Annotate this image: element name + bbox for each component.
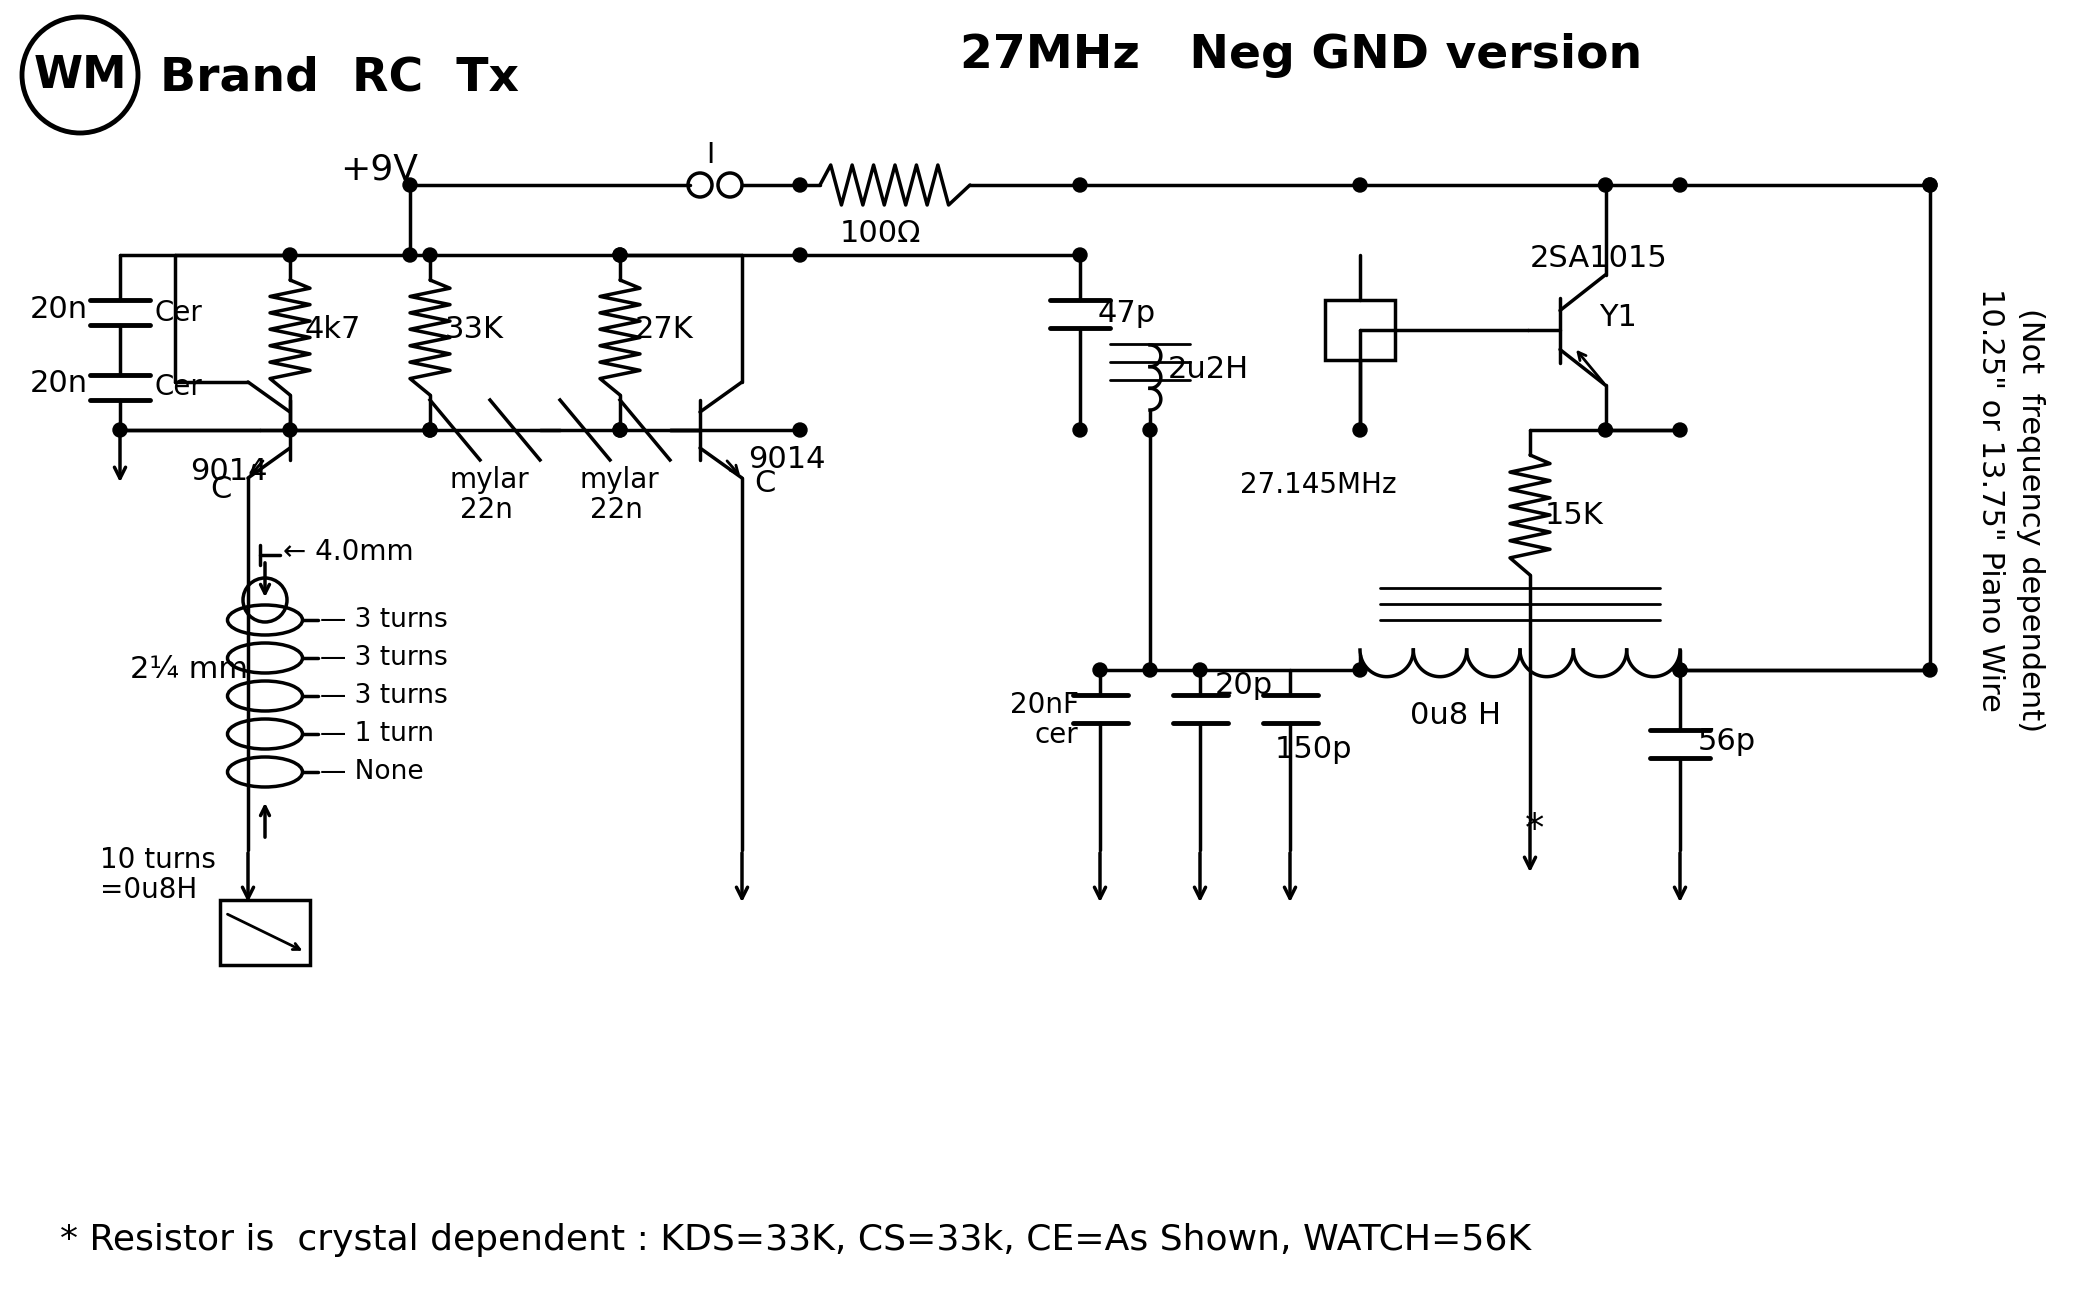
Circle shape	[424, 422, 436, 437]
Text: C: C	[211, 476, 232, 504]
Text: (Not  frequency dependent): (Not frequency dependent)	[2015, 308, 2044, 732]
Bar	[219, 900, 309, 965]
Circle shape	[113, 422, 127, 437]
Circle shape	[1073, 422, 1088, 437]
Text: 0u8 H: 0u8 H	[1409, 701, 1501, 729]
Circle shape	[614, 248, 626, 263]
Text: 2SA1015: 2SA1015	[1531, 244, 1668, 273]
Circle shape	[1672, 422, 1687, 437]
Text: 100Ω: 100Ω	[839, 218, 921, 247]
Circle shape	[284, 248, 296, 263]
Text: C: C	[754, 469, 775, 498]
Text: 2¼ mm: 2¼ mm	[129, 655, 248, 685]
Text: 9014: 9014	[748, 446, 825, 474]
Circle shape	[1092, 663, 1107, 677]
Text: 20n: 20n	[29, 295, 88, 325]
Text: mylar: mylar	[580, 465, 660, 494]
Circle shape	[614, 422, 626, 437]
Text: *: *	[1526, 811, 1545, 849]
Circle shape	[1192, 663, 1207, 677]
Text: 27.145MHz: 27.145MHz	[1240, 471, 1397, 499]
Text: 10 turns: 10 turns	[100, 846, 215, 874]
Circle shape	[1142, 663, 1157, 677]
Circle shape	[1672, 663, 1687, 677]
Text: — None: — None	[319, 759, 424, 785]
Circle shape	[793, 248, 806, 263]
Text: =0u8H: =0u8H	[100, 876, 196, 903]
Circle shape	[614, 248, 626, 263]
Circle shape	[1073, 248, 1088, 263]
Text: 20n: 20n	[29, 368, 88, 398]
Text: — 1 turn: — 1 turn	[319, 722, 434, 748]
Text: 10.25" or 13.75" Piano Wire: 10.25" or 13.75" Piano Wire	[1975, 289, 2004, 712]
Text: * Resistor is  crystal dependent : KDS=33K, CS=33k, CE=As Shown, WATCH=56K: * Resistor is crystal dependent : KDS=33…	[61, 1223, 1531, 1257]
Text: — 3 turns: — 3 turns	[319, 607, 449, 633]
Text: 47p: 47p	[1098, 299, 1157, 328]
Circle shape	[1923, 663, 1938, 677]
Text: 22n: 22n	[591, 497, 643, 524]
Circle shape	[614, 422, 626, 437]
Text: 22n: 22n	[459, 497, 514, 524]
Circle shape	[1672, 178, 1687, 192]
Text: 20nF: 20nF	[1011, 692, 1079, 719]
Text: 2u2H: 2u2H	[1167, 355, 1249, 385]
Circle shape	[424, 248, 436, 263]
Text: +9V: +9V	[340, 153, 418, 187]
Circle shape	[1923, 178, 1938, 192]
Circle shape	[284, 422, 296, 437]
Bar	[1326, 300, 1395, 360]
Circle shape	[1353, 178, 1368, 192]
Text: 15K: 15K	[1545, 500, 1604, 529]
Circle shape	[793, 178, 806, 192]
Text: 27K: 27K	[635, 316, 693, 344]
Circle shape	[1353, 422, 1368, 437]
Text: I: I	[706, 140, 714, 169]
Circle shape	[424, 422, 436, 437]
Text: — 3 turns: — 3 turns	[319, 645, 449, 671]
Text: 33K: 33K	[445, 316, 503, 344]
Text: mylar: mylar	[451, 465, 530, 494]
Circle shape	[1599, 422, 1612, 437]
Text: cer: cer	[1036, 722, 1079, 749]
Circle shape	[1353, 663, 1368, 677]
Circle shape	[1923, 178, 1938, 192]
Text: Brand  RC  Tx: Brand RC Tx	[161, 56, 520, 100]
Text: — 3 turns: — 3 turns	[319, 682, 449, 708]
Circle shape	[1599, 178, 1612, 192]
Text: 9014: 9014	[190, 458, 267, 486]
Circle shape	[1073, 178, 1088, 192]
Circle shape	[793, 422, 806, 437]
Text: Cer: Cer	[155, 299, 203, 328]
Text: 4k7: 4k7	[305, 316, 361, 344]
Circle shape	[1142, 422, 1157, 437]
Circle shape	[1672, 663, 1687, 677]
Text: WM: WM	[33, 53, 127, 96]
Circle shape	[403, 178, 418, 192]
Text: Cer: Cer	[155, 373, 203, 400]
Text: 150p: 150p	[1276, 736, 1353, 764]
Text: 56p: 56p	[1698, 728, 1756, 757]
Circle shape	[403, 248, 418, 263]
Text: Y1: Y1	[1599, 303, 1637, 332]
Text: 20p: 20p	[1215, 671, 1274, 699]
Text: 27MHz   Neg GND version: 27MHz Neg GND version	[960, 32, 1643, 78]
Text: ← 4.0mm: ← 4.0mm	[284, 538, 413, 566]
